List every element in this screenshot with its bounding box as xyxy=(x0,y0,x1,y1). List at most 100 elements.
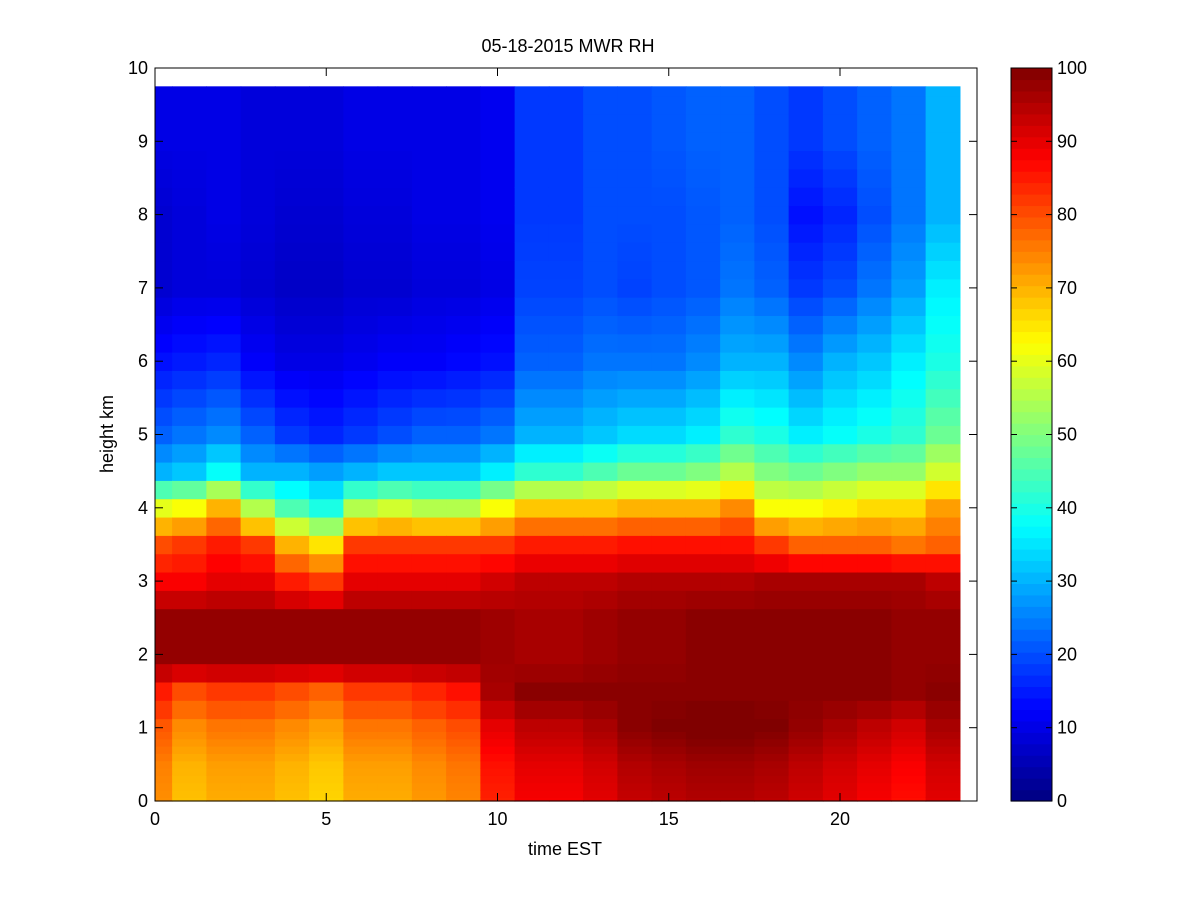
heatmap-cell xyxy=(240,480,276,500)
heatmap-cell xyxy=(822,370,858,390)
heatmap-cell xyxy=(720,223,755,243)
heatmap-cell xyxy=(172,223,207,243)
heatmap-cell xyxy=(617,782,653,791)
heatmap-cell xyxy=(377,205,413,225)
heatmap-cell xyxy=(583,718,618,732)
heatmap-cell xyxy=(548,738,584,747)
heatmap-cell xyxy=(309,205,344,225)
heatmap-cell xyxy=(377,388,413,408)
heatmap-cell xyxy=(925,407,961,426)
colorbar-segment xyxy=(1011,514,1052,527)
heatmap-cell xyxy=(617,663,653,683)
heatmap-cell xyxy=(411,608,447,628)
heatmap-cell xyxy=(925,738,961,747)
heatmap-cell xyxy=(857,790,892,798)
heatmap-cell xyxy=(446,113,481,133)
heatmap-cell xyxy=(857,388,892,408)
heatmap-cell xyxy=(309,718,344,732)
heatmap-cell xyxy=(822,113,858,133)
heatmap-cell xyxy=(446,797,481,802)
heatmap-cell xyxy=(514,205,550,225)
heatmap-cell xyxy=(720,388,755,408)
heatmap-cell xyxy=(822,425,858,445)
heatmap-cell xyxy=(720,516,755,536)
heatmap-cell xyxy=(548,746,584,754)
heatmap-cell xyxy=(377,113,413,133)
heatmap-cells xyxy=(155,86,961,802)
heatmap-cell xyxy=(274,590,310,610)
heatmap-cell xyxy=(411,407,447,426)
heatmap-cell xyxy=(480,753,516,762)
heatmap-cell xyxy=(720,205,755,225)
heatmap-cell xyxy=(925,223,961,243)
heatmap-cell xyxy=(891,553,927,573)
heatmap-cell xyxy=(377,731,413,740)
heatmap-cell xyxy=(685,352,721,371)
heatmap-cell xyxy=(172,461,207,481)
heatmap-cell xyxy=(685,553,721,573)
heatmap-cell xyxy=(240,663,276,683)
heatmap-cell xyxy=(891,746,927,754)
heatmap-cell xyxy=(377,407,413,426)
heatmap-cell xyxy=(617,700,653,720)
heatmap-cell xyxy=(548,95,584,115)
heatmap-cell xyxy=(548,700,584,720)
heatmap-cell xyxy=(925,535,961,555)
heatmap-cell xyxy=(788,608,824,628)
heatmap-cell xyxy=(274,535,310,555)
heatmap-cell xyxy=(617,132,653,152)
heatmap-cell xyxy=(754,516,790,536)
heatmap-cell xyxy=(685,790,721,798)
heatmap-cell xyxy=(155,86,173,97)
heatmap-cell xyxy=(343,223,379,243)
heatmap-cell xyxy=(411,731,447,740)
heatmap-cell xyxy=(925,242,961,262)
heatmap-cell xyxy=(583,571,618,591)
heatmap-cell xyxy=(514,407,550,426)
heatmap-cell xyxy=(720,663,755,683)
heatmap-cell xyxy=(343,443,379,463)
heatmap-cell xyxy=(754,797,790,802)
heatmap-cell xyxy=(514,782,550,791)
heatmap-cell xyxy=(514,608,550,628)
heatmap-cell xyxy=(343,590,379,610)
heatmap-cell xyxy=(925,608,961,628)
heatmap-cell xyxy=(411,86,447,97)
heatmap-cell xyxy=(446,626,481,646)
heatmap-cell xyxy=(240,388,276,408)
heatmap-cell xyxy=(617,113,653,133)
heatmap-cell xyxy=(480,738,516,747)
heatmap-cell xyxy=(343,516,379,536)
heatmap-cell xyxy=(274,352,310,371)
heatmap-cell xyxy=(685,608,721,628)
heatmap-cell xyxy=(617,626,653,646)
heatmap-cell xyxy=(274,132,310,152)
heatmap-cell xyxy=(720,760,755,769)
heatmap-cell xyxy=(685,187,721,207)
heatmap-cell xyxy=(685,407,721,426)
heatmap-cell xyxy=(925,187,961,207)
heatmap-cell xyxy=(754,760,790,769)
heatmap-cell xyxy=(754,681,790,701)
heatmap-cell xyxy=(720,407,755,426)
heatmap-cell xyxy=(411,571,447,591)
heatmap-cell xyxy=(617,775,653,784)
heatmap-cell xyxy=(891,700,927,720)
colorbar-segment xyxy=(1011,319,1052,333)
heatmap-cell xyxy=(685,760,721,769)
heatmap-cell xyxy=(754,608,790,628)
heatmap-cell xyxy=(274,370,310,390)
heatmap-cell xyxy=(788,731,824,740)
heatmap-cell xyxy=(480,590,516,610)
heatmap-cell xyxy=(514,760,550,769)
heatmap-cell xyxy=(617,388,653,408)
heatmap-cell xyxy=(822,626,858,646)
heatmap-cell xyxy=(651,370,687,390)
heatmap-cell xyxy=(274,95,310,115)
heatmap-cell xyxy=(822,223,858,243)
heatmap-cell xyxy=(651,150,687,170)
heatmap-cell xyxy=(411,535,447,555)
colorbar-segment xyxy=(1011,365,1052,378)
heatmap-cell xyxy=(891,731,927,740)
heatmap-cell xyxy=(651,352,687,371)
